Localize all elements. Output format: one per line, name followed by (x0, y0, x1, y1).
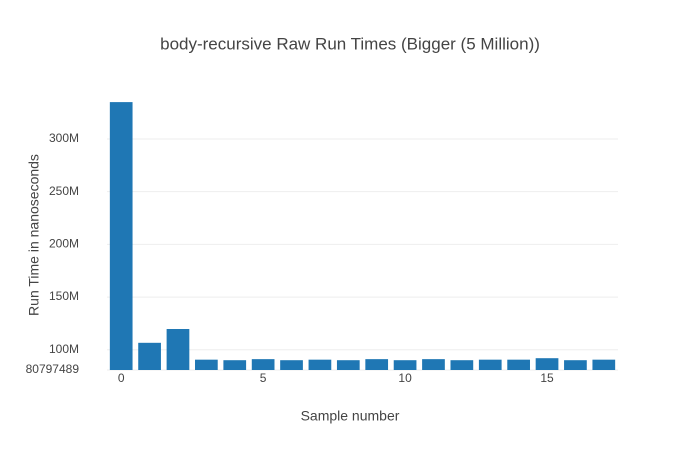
bar (535, 358, 559, 370)
bar (336, 360, 360, 370)
bar (564, 360, 587, 370)
x-tick-label: 5 (260, 371, 267, 385)
bar (393, 360, 417, 370)
bar (251, 359, 275, 370)
x-tick-label: 10 (398, 371, 412, 385)
x-axis-title: Sample number (301, 408, 400, 424)
y-tick-label: 80797489 (26, 362, 80, 376)
x-tick-label: 0 (118, 371, 125, 385)
y-tick-label: 200M (49, 237, 79, 251)
bar (223, 360, 247, 370)
bar (507, 359, 530, 370)
x-tick-label: 15 (540, 371, 554, 385)
y-tick-label: 250M (49, 184, 79, 198)
y-tick-label: 100M (49, 342, 79, 356)
bar (195, 359, 218, 370)
bar (478, 359, 502, 370)
chart-title: body-recursive Raw Run Times (Bigger (5 … (160, 34, 540, 53)
bar (109, 102, 133, 371)
y-tick-label: 300M (49, 131, 79, 145)
y-axis-title: Run Time in nanoseconds (26, 154, 42, 316)
bar (280, 360, 303, 370)
bar (450, 360, 474, 370)
bar (365, 359, 389, 370)
bar (422, 359, 445, 370)
bar (138, 342, 161, 370)
bar (308, 359, 332, 370)
y-tick-label: 150M (49, 289, 79, 303)
bar (166, 329, 190, 370)
bar (592, 359, 616, 370)
